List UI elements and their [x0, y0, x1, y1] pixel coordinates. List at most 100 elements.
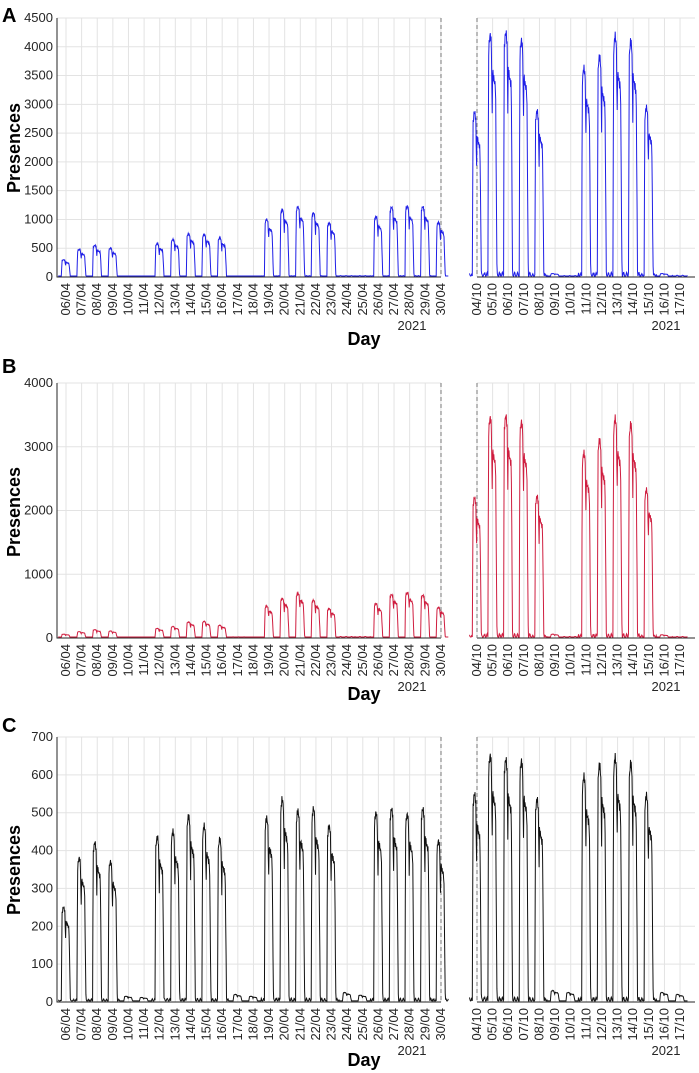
x-tick-label: 22/04 — [308, 283, 323, 316]
x-tick-label: 24/04 — [339, 1008, 354, 1041]
x-tick-label: 14/04 — [183, 1008, 198, 1041]
x-tick-label: 28/04 — [402, 644, 417, 677]
x-tick-label: 17/10 — [672, 1008, 687, 1041]
x-tick-label: 07/10 — [516, 1008, 531, 1041]
axis-left — [56, 18, 441, 278]
panel-label: C — [2, 715, 16, 737]
x-tick-label: 15/04 — [199, 283, 214, 316]
x-tick-label: 10/04 — [120, 644, 135, 677]
x-tick-label: 10/04 — [120, 283, 135, 316]
x-tick-label: 06/10 — [500, 1008, 515, 1041]
x-tick-label: 24/04 — [339, 644, 354, 677]
x-tick-label: 29/04 — [417, 283, 432, 316]
x-tick-label: 28/04 — [402, 1008, 417, 1041]
x-tick-label: 04/10 — [469, 644, 484, 677]
x-tick-label: 08/10 — [531, 1008, 546, 1041]
x-tick-label: 27/04 — [386, 644, 401, 677]
x-tick-label: 12/10 — [594, 283, 609, 316]
x-tick-label: 09/10 — [547, 644, 562, 677]
x-tick-label: 21/04 — [292, 644, 307, 677]
x-tick-label: 17/04 — [230, 1008, 245, 1041]
x-tick-label: 07/04 — [74, 644, 89, 677]
x-tick-label: 09/04 — [105, 1008, 120, 1041]
x-tick-label: 14/10 — [625, 1008, 640, 1041]
x-tick-label: 10/10 — [563, 644, 578, 677]
y-tick-label: 3500 — [24, 68, 53, 83]
x-tick-label: 10/04 — [120, 1008, 135, 1041]
series-line-october — [469, 30, 688, 278]
x-tick-label: 16/04 — [214, 644, 229, 677]
year-label: 2021 — [652, 1043, 681, 1058]
y-tick-label: 3000 — [24, 439, 53, 454]
y-axis-title: Presences — [4, 103, 24, 193]
x-tick-label: 15/10 — [641, 1008, 656, 1041]
x-tick-label: 17/04 — [230, 644, 245, 677]
x-tick-label: 11/04 — [136, 1008, 151, 1040]
x-tick-label: 09/10 — [547, 1008, 562, 1041]
x-tick-label: 07/10 — [516, 644, 531, 677]
x-tick-label: 06/04 — [58, 1008, 73, 1041]
x-tick-label: 16/10 — [656, 644, 671, 677]
x-tick-label: 21/04 — [292, 1008, 307, 1041]
x-tick-label: 07/04 — [74, 1008, 89, 1041]
year-label: 2021 — [652, 679, 681, 694]
x-tick-label: 13/04 — [167, 1008, 182, 1041]
year-label: 2021 — [398, 318, 427, 333]
y-tick-label: 700 — [31, 729, 53, 744]
panel-label: A — [2, 5, 16, 27]
x-tick-label: 18/04 — [245, 644, 260, 677]
x-tick-label: 11/10 — [578, 283, 593, 315]
y-tick-label: 1000 — [24, 211, 53, 226]
x-tick-label: 22/04 — [308, 1008, 323, 1041]
x-tick-label: 29/04 — [417, 1008, 432, 1041]
year-label: 2021 — [398, 1043, 427, 1058]
x-tick-label: 10/10 — [563, 1008, 578, 1041]
x-tick-label: 11/04 — [136, 283, 151, 315]
x-tick-label: 15/10 — [641, 644, 656, 677]
y-axis-title: Presences — [4, 467, 24, 557]
x-tick-label: 27/04 — [386, 283, 401, 316]
x-tick-label: 16/04 — [214, 1008, 229, 1041]
x-tick-label: 11/10 — [578, 644, 593, 676]
y-tick-label: 0 — [46, 994, 53, 1009]
x-tick-label: 08/10 — [531, 644, 546, 677]
x-tick-label: 25/04 — [355, 1008, 370, 1041]
x-tick-label: 24/04 — [339, 283, 354, 316]
x-tick-label: 07/10 — [516, 283, 531, 316]
x-tick-label: 23/04 — [324, 644, 339, 677]
x-tick-label: 19/04 — [261, 283, 276, 316]
y-tick-label: 3000 — [24, 96, 53, 111]
x-tick-label: 13/04 — [167, 283, 182, 316]
series-line-april — [58, 796, 449, 1003]
x-tick-label: 12/04 — [152, 1008, 167, 1041]
x-tick-label: 25/04 — [355, 644, 370, 677]
y-tick-label: 500 — [31, 805, 53, 820]
x-tick-label: 25/04 — [355, 283, 370, 316]
x-tick-label: 16/10 — [656, 283, 671, 316]
x-tick-label: 28/04 — [402, 283, 417, 316]
y-tick-label: 600 — [31, 767, 53, 782]
x-tick-label: 15/04 — [199, 644, 214, 677]
series-line-october — [468, 752, 688, 1003]
year-label: 2021 — [652, 318, 681, 333]
y-tick-label: 1500 — [24, 183, 53, 198]
panel-A: A 0 500 1000 1500 2000 2500 3000 3500 4000 4500 06/… — [2, 5, 695, 349]
x-tick-label: 06/04 — [58, 283, 73, 316]
x-tick-label: 11/04 — [136, 644, 151, 676]
x-tick-label: 16/04 — [214, 283, 229, 316]
x-tick-label: 08/04 — [89, 644, 104, 677]
x-tick-label: 06/04 — [58, 644, 73, 677]
x-tick-label: 29/04 — [417, 644, 432, 677]
x-tick-label: 15/04 — [199, 1008, 214, 1041]
series-line-april — [58, 204, 449, 277]
x-tick-label: 19/04 — [261, 644, 276, 677]
axis-left — [56, 383, 441, 639]
x-tick-label: 17/10 — [672, 283, 687, 316]
x-tick-label: 20/04 — [277, 283, 292, 316]
y-tick-label: 2000 — [24, 503, 53, 518]
x-tick-label: 14/10 — [625, 644, 640, 677]
panel-label: B — [2, 356, 16, 378]
